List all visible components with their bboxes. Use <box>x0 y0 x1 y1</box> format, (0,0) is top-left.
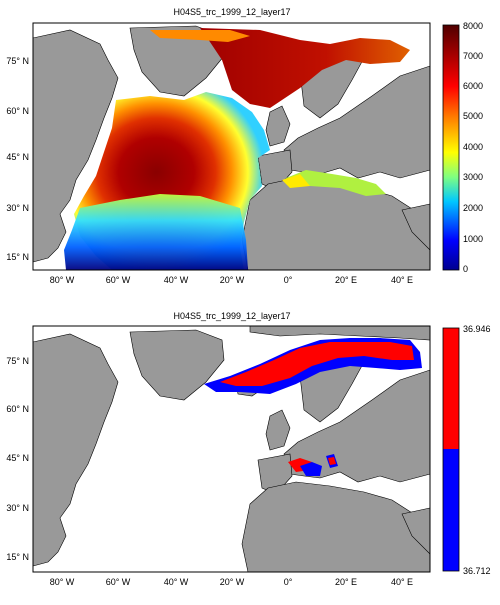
bottom-panel: H04S5_trc_1999_12_layer17 <box>6 311 490 587</box>
bottom-land <box>32 325 431 573</box>
bottom-colorbar: 36.946 36.712 <box>442 324 491 576</box>
top-panel: H04S5_trc_1999_12_layer17 <box>6 7 483 285</box>
bottom-colorbar-bottom-label: 36.712 <box>463 566 491 576</box>
top-map-frame <box>32 22 431 271</box>
bottom-colorbar-blue <box>443 449 459 571</box>
bottom-panel-title: H04S5_trc_1999_12_layer17 <box>173 311 290 321</box>
bottom-colorbar-red <box>443 328 459 449</box>
top-map <box>32 22 431 271</box>
bottom-colorbar-top-label: 36.946 <box>463 324 491 334</box>
bottom-x-tick-0: 0° <box>284 577 293 587</box>
top-x-tick-40w: 40° W <box>164 275 189 285</box>
bottom-y-tick-45: 45° N <box>6 453 29 463</box>
arctic-edge-orange <box>150 30 250 42</box>
top-y-tick-75: 75° N <box>6 56 29 66</box>
top-x-tick-40e: 40° E <box>391 275 413 285</box>
africa-land-b <box>241 481 431 573</box>
bottom-x-tick-20e: 20° E <box>335 577 357 587</box>
bottom-y-tick-60: 60° N <box>6 404 29 414</box>
bottom-x-tick-20w: 20° W <box>220 577 245 587</box>
bottom-y-tick-75: 75° N <box>6 356 29 366</box>
arctic-tracer-strip <box>200 28 410 108</box>
top-colorbar-tick-7000: 7000 <box>463 51 483 61</box>
top-tracer-field <box>64 28 410 270</box>
uk-land-b <box>265 409 291 451</box>
top-x-tick-80w: 80° W <box>50 275 75 285</box>
mediterranean-tracer <box>286 170 386 196</box>
top-colorbar-tick-8000: 8000 <box>463 21 483 31</box>
bottom-map <box>32 325 431 573</box>
bottom-tracer-field <box>204 338 422 476</box>
bottom-x-tick-40w: 40° W <box>164 577 189 587</box>
mediterranean-blue <box>300 462 322 476</box>
bottom-x-tick-40e: 40° E <box>391 577 413 587</box>
bottom-y-tick-15: 15° N <box>6 552 29 562</box>
top-x-tick-20e: 20° E <box>335 275 357 285</box>
top-colorbar-gradient <box>442 24 460 271</box>
top-x-axis: 80° W 60° W 40° W 20° W 0° 20° E 40° E <box>50 275 413 285</box>
bottom-x-tick-60w: 60° W <box>106 577 131 587</box>
bottom-map-frame <box>32 325 431 573</box>
top-colorbar-tick-0: 0 <box>463 264 468 274</box>
south-atlantic-tracer <box>64 194 248 270</box>
north-america-land <box>32 29 119 263</box>
top-x-tick-20w: 20° W <box>220 275 245 285</box>
adriatic-red <box>328 457 336 465</box>
north-america-land-b <box>32 333 119 567</box>
arctic-red-band <box>220 342 414 386</box>
bottom-x-axis: 80° W 60° W 40° W 20° W 0° 20° E 40° E <box>50 577 413 587</box>
top-colorbar-tick-6000: 6000 <box>463 81 483 91</box>
bottom-y-axis: 75° N 60° N 45° N 30° N 15° N <box>6 356 29 562</box>
top-y-tick-45: 45° N <box>6 152 29 162</box>
top-x-tick-60w: 60° W <box>106 275 131 285</box>
greenland-land-b <box>129 329 225 401</box>
top-colorbar-tick-2000: 2000 <box>463 203 483 213</box>
top-x-tick-0: 0° <box>284 275 293 285</box>
europe-land-b <box>283 369 431 483</box>
top-y-axis: 75° N 60° N 45° N 30° N 15° N <box>6 56 29 262</box>
uk-land <box>265 105 291 147</box>
mediterranean-tracer-yellow <box>282 174 310 188</box>
top-colorbar-tick-5000: 5000 <box>463 111 483 121</box>
top-y-tick-30: 30° N <box>6 203 29 213</box>
bottom-colorbar-frame <box>442 327 460 572</box>
top-colorbar: 8000 7000 6000 5000 4000 3000 2000 1000 … <box>442 21 483 274</box>
bottom-x-tick-80w: 80° W <box>50 577 75 587</box>
top-panel-title: H04S5_trc_1999_12_layer17 <box>173 7 290 17</box>
top-colorbar-tick-1000: 1000 <box>463 234 483 244</box>
top-colorbar-tick-4000: 4000 <box>463 142 483 152</box>
top-y-tick-60: 60° N <box>6 106 29 116</box>
bottom-y-tick-30: 30° N <box>6 503 29 513</box>
top-colorbar-tick-3000: 3000 <box>463 172 483 182</box>
top-y-tick-15: 15° N <box>6 252 29 262</box>
